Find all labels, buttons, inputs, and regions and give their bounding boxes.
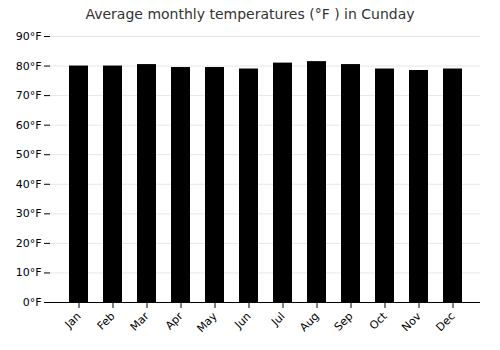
svg-text:40°F: 40°F	[16, 178, 42, 191]
svg-text:80°F: 80°F	[16, 60, 42, 73]
svg-text:Sep: Sep	[332, 310, 356, 334]
svg-text:Jan: Jan	[62, 310, 84, 332]
svg-text:Dec: Dec	[433, 310, 457, 334]
svg-text:70°F: 70°F	[16, 89, 42, 102]
svg-text:0°F: 0°F	[23, 296, 42, 309]
svg-text:Oct: Oct	[367, 309, 390, 332]
svg-text:Aug: Aug	[297, 310, 321, 334]
html-text:Average monthly temperatures (: Average monthly temperatures (°F ) in Cu…	[85, 6, 415, 22]
svg-text:10°F: 10°F	[16, 266, 42, 279]
svg-text:Jul: Jul	[268, 310, 287, 329]
svg-text:50°F: 50°F	[16, 148, 42, 161]
svg-text:Nov: Nov	[399, 309, 424, 334]
svg-text:May: May	[194, 309, 220, 335]
svg-text:30°F: 30°F	[16, 207, 42, 220]
svg-text:60°F: 60°F	[16, 119, 42, 132]
svg-text:Feb: Feb	[95, 310, 118, 333]
svg-text:90°F: 90°F	[16, 30, 42, 43]
svg-text:20°F: 20°F	[16, 237, 42, 250]
svg-text:Mar: Mar	[128, 309, 152, 333]
svg-text:Jun: Jun	[232, 310, 254, 332]
svg-text:Apr: Apr	[163, 309, 186, 332]
